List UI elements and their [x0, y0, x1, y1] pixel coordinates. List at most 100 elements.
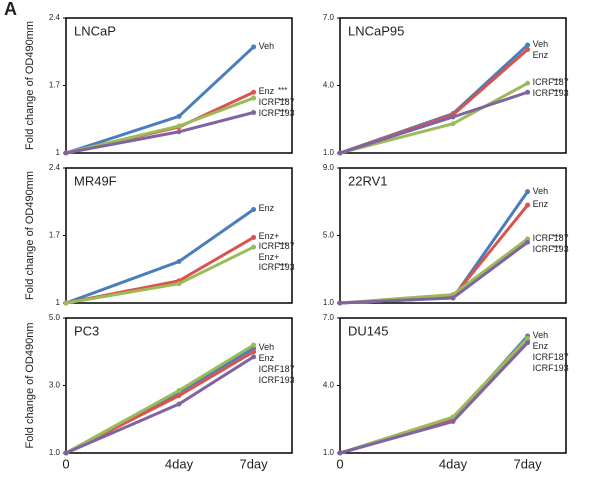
significance: *** [552, 77, 562, 87]
data-point [525, 42, 531, 48]
data-point [525, 47, 531, 52]
data-point [525, 340, 531, 346]
y-tick-label: 4.0 [323, 381, 335, 390]
significance: *** [552, 88, 562, 98]
data-point [251, 110, 257, 115]
significance: *** [552, 243, 562, 253]
series-line [339, 339, 529, 455]
series-label: Enz [532, 341, 549, 351]
data-point [176, 113, 182, 119]
series-label: Veh [532, 185, 549, 196]
significance: *** [278, 241, 288, 251]
panel-title: MR49F [74, 173, 117, 188]
data-point [63, 450, 69, 456]
series-label: Enz+ ICRF187 [258, 231, 295, 252]
panel-title: DU145 [348, 323, 388, 338]
series-label: ICRF193 [532, 243, 569, 254]
data-point [176, 129, 182, 135]
y-axis-label: Fold change of OD490mm [24, 171, 36, 300]
series-label: Veh [532, 330, 549, 340]
series-label: ICRF187 [532, 77, 569, 88]
series-label: Enz [532, 199, 549, 210]
series-label: Enz [258, 203, 275, 214]
series-label: ICRF193 [258, 375, 295, 386]
series-line [339, 241, 529, 305]
data-point [176, 401, 182, 407]
panel-title: PC3 [74, 323, 99, 338]
series-label: ICRF187 [258, 364, 295, 375]
data-point [450, 295, 456, 301]
panel-title: LNCaP [74, 23, 116, 38]
y-tick-label: 1.0 [323, 148, 335, 157]
data-point [525, 335, 531, 341]
data-point [251, 44, 257, 50]
panel-title: LNCaP95 [348, 23, 404, 38]
y-tick-label: 1 [56, 298, 61, 307]
data-point [337, 450, 343, 456]
significance: *** [278, 97, 288, 107]
series-label: ICRF187 [532, 232, 569, 243]
significance: *** [278, 108, 288, 118]
data-point [525, 80, 531, 86]
y-tick-label: 4.0 [323, 81, 335, 90]
data-point [251, 349, 257, 355]
series-label: Enz [532, 50, 549, 60]
data-point [251, 95, 257, 101]
data-point [525, 202, 531, 208]
data-point [176, 281, 182, 287]
x-tick-label: 4day [439, 456, 468, 471]
y-tick-label: 1.7 [49, 81, 61, 90]
series-line [339, 190, 529, 305]
series-line [65, 208, 255, 305]
series-label: ICRF187 [258, 97, 295, 108]
significance: *** [552, 232, 562, 242]
y-tick-label: 1.0 [49, 448, 61, 457]
series-label: Veh [258, 342, 275, 353]
data-point [63, 150, 69, 156]
series-line [339, 337, 529, 455]
significance: *** [278, 86, 288, 96]
series-label: ICRF187 [532, 352, 569, 362]
y-tick-label: 5.0 [49, 313, 61, 322]
data-point [525, 89, 531, 95]
series-line [339, 90, 529, 155]
y-tick-label: 5.0 [323, 231, 335, 240]
y-axis-label: Fold change of OD490mm [24, 21, 36, 150]
data-point [251, 342, 257, 348]
y-tick-label: 7.0 [323, 313, 335, 322]
data-point [251, 206, 257, 212]
y-tick-label: 1.0 [323, 298, 335, 307]
significance: *** [278, 262, 288, 272]
series-line [339, 204, 529, 305]
data-point [251, 234, 257, 240]
y-tick-label: 9.0 [323, 163, 335, 172]
data-point [176, 388, 182, 394]
y-tick-label: 2.4 [49, 163, 61, 172]
series-label: ICRF193 [532, 88, 569, 99]
y-tick-label: 1.7 [49, 231, 61, 240]
data-point [337, 300, 343, 306]
series-label: ICRF193 [258, 108, 295, 119]
x-tick-label: 0 [62, 456, 69, 471]
y-tick-label: 7.0 [323, 13, 335, 22]
y-tick-label: 2.4 [49, 13, 61, 22]
data-point [251, 354, 257, 360]
data-point [450, 121, 456, 127]
data-point [525, 239, 531, 245]
series-line [339, 334, 529, 455]
y-tick-label: 3.0 [49, 381, 61, 390]
x-tick-label: 7day [239, 456, 268, 471]
data-point [176, 123, 182, 129]
data-point [337, 150, 343, 156]
data-point [525, 189, 531, 195]
x-tick-label: 0 [336, 456, 343, 471]
y-tick-label: 1.0 [323, 448, 335, 457]
y-tick-label: 1 [56, 148, 61, 157]
x-tick-label: 7day [513, 456, 542, 471]
series-label: Veh [258, 40, 275, 51]
series-label: Enz+ ICRF193 [258, 252, 295, 273]
data-point [450, 419, 456, 424]
series-line [339, 237, 529, 305]
